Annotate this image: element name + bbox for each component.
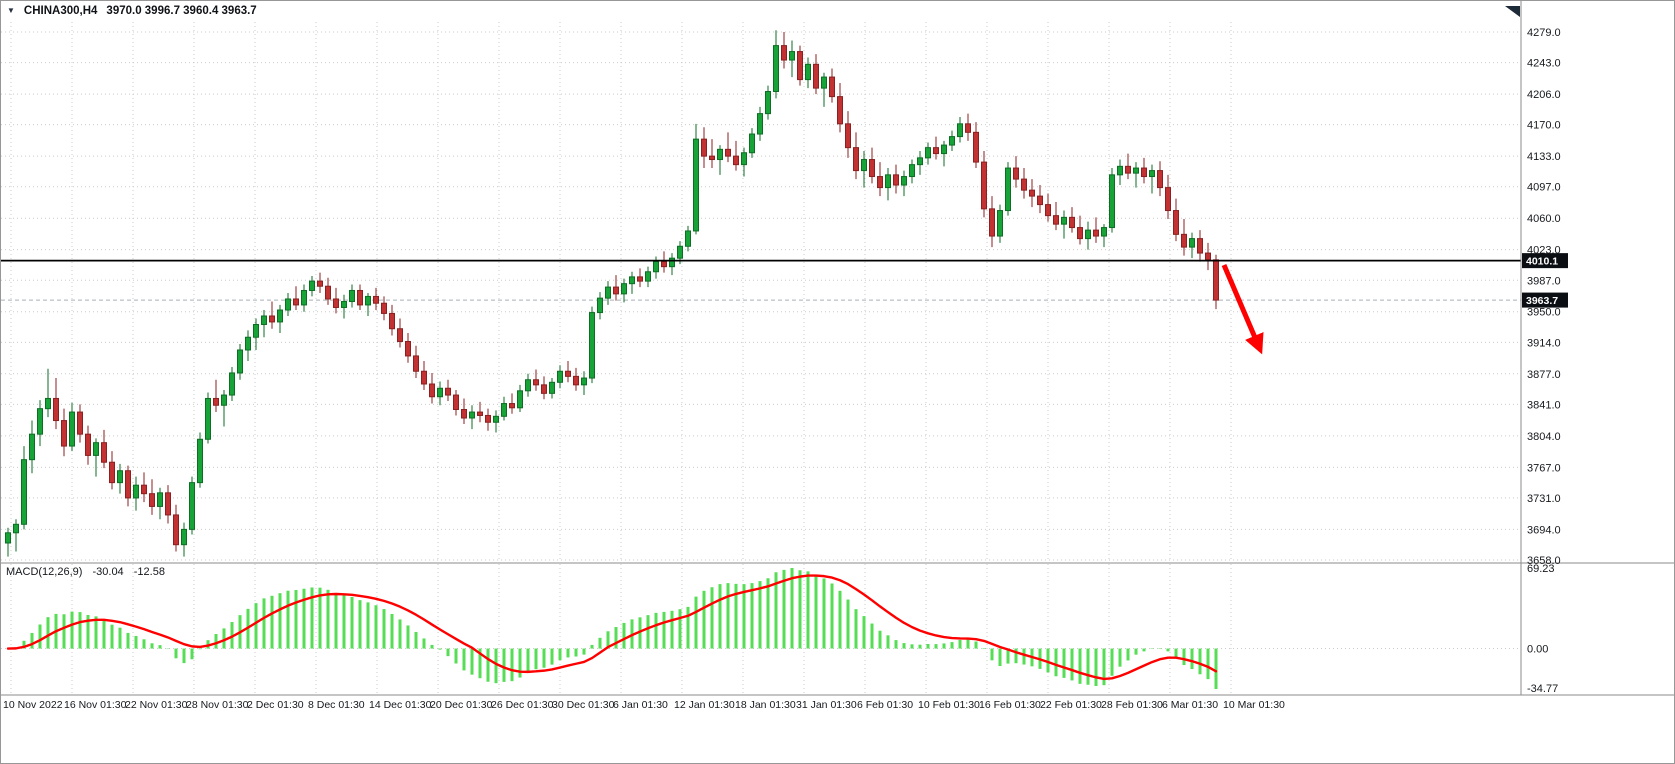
svg-text:3950.0: 3950.0: [1527, 307, 1561, 319]
quick-trade-arrow-icon[interactable]: ▼: [7, 6, 15, 15]
macd-signal-line: [6, 574, 1218, 681]
svg-text:4243.0: 4243.0: [1527, 58, 1561, 70]
svg-text:28 Nov 01:30: 28 Nov 01:30: [186, 699, 249, 711]
svg-text:3914.0: 3914.0: [1527, 337, 1561, 349]
svg-text:10 Mar 01:30: 10 Mar 01:30: [1223, 699, 1285, 711]
svg-text:6 Jan 01:30: 6 Jan 01:30: [613, 699, 668, 711]
svg-text:3963.7: 3963.7: [1526, 295, 1558, 307]
bid-price-badge: 3963.7: [1522, 292, 1568, 308]
svg-text:20 Dec 01:30: 20 Dec 01:30: [430, 699, 493, 711]
svg-text:3841.0: 3841.0: [1527, 399, 1561, 411]
svg-text:2 Dec 01:30: 2 Dec 01:30: [247, 699, 304, 711]
svg-text:22 Nov 01:30: 22 Nov 01:30: [125, 699, 188, 711]
svg-text:31 Jan 01:30: 31 Jan 01:30: [796, 699, 857, 711]
svg-text:6 Feb 01:30: 6 Feb 01:30: [857, 699, 913, 711]
svg-text:4010.1: 4010.1: [1526, 256, 1558, 268]
svg-text:10 Feb 01:30: 10 Feb 01:30: [918, 699, 980, 711]
svg-text:-34.77: -34.77: [1527, 683, 1558, 695]
macd-signal-value: -12.58: [133, 566, 165, 578]
macd-main-value: -30.04: [92, 566, 124, 578]
svg-text:3658.0: 3658.0: [1527, 555, 1561, 567]
svg-text:3987.0: 3987.0: [1527, 275, 1561, 287]
svg-text:4060.0: 4060.0: [1527, 213, 1561, 225]
svg-text:3877.0: 3877.0: [1527, 369, 1561, 381]
svg-text:28 Feb 01:30: 28 Feb 01:30: [1101, 699, 1163, 711]
price-axis-labels: 4279.0 4243.0 4206.0 4170.0 4133.0 4097.0 4060…: [1527, 27, 1561, 567]
red-arrow-annotation[interactable]: [1221, 264, 1264, 355]
macd-title: MACD(12,26,9): [6, 566, 83, 578]
svg-text:16 Feb 01:30: 16 Feb 01:30: [979, 699, 1041, 711]
svg-text:8 Dec 01:30: 8 Dec 01:30: [308, 699, 365, 711]
svg-text:4097.0: 4097.0: [1527, 182, 1561, 194]
svg-text:0.00: 0.00: [1527, 644, 1548, 656]
svg-text:4133.0: 4133.0: [1527, 151, 1561, 163]
symbol-period-label: CHINA300,H4: [23, 5, 98, 17]
svg-text:10 Nov 2022: 10 Nov 2022: [3, 699, 63, 711]
svg-text:6 Mar 01:30: 6 Mar 01:30: [1162, 699, 1218, 711]
svg-text:3767.0: 3767.0: [1527, 462, 1561, 474]
svg-text:3731.0: 3731.0: [1527, 493, 1561, 505]
chart-shift-marker-icon[interactable]: [1505, 6, 1520, 17]
svg-text:30 Dec 01:30: 30 Dec 01:30: [552, 699, 615, 711]
grid-layer: [1, 22, 1521, 693]
svg-text:12 Jan 01:30: 12 Jan 01:30: [674, 699, 735, 711]
ohlc-values: 3970.0 3996.7 3960.4 3963.7: [106, 5, 257, 17]
svg-text:4170.0: 4170.0: [1527, 120, 1561, 132]
svg-text:69.23: 69.23: [1527, 563, 1555, 575]
svg-text:4206.0: 4206.0: [1527, 89, 1561, 101]
macd-axis-labels: 69.23 0.00 -34.77: [1527, 563, 1558, 695]
level-price-badge: 4010.1: [1522, 253, 1568, 269]
macd-histogram: [14, 568, 1218, 689]
svg-text:22 Feb 01:30: 22 Feb 01:30: [1040, 699, 1102, 711]
macd-indicator-label: MACD(12,26,9) -30.04 -12.58: [6, 566, 172, 578]
svg-text:18 Jan 01:30: 18 Jan 01:30: [735, 699, 796, 711]
chart-header: ▼ CHINA300,H4 3970.0 3996.7 3960.4 3963.…: [7, 5, 257, 17]
svg-text:26 Dec 01:30: 26 Dec 01:30: [491, 699, 554, 711]
svg-text:4279.0: 4279.0: [1527, 27, 1561, 39]
candles-layer: [5, 30, 1219, 557]
svg-text:3694.0: 3694.0: [1527, 524, 1561, 536]
svg-text:3804.0: 3804.0: [1527, 431, 1561, 443]
svg-text:14 Dec 01:30: 14 Dec 01:30: [369, 699, 432, 711]
svg-text:16 Nov 01:30: 16 Nov 01:30: [64, 699, 127, 711]
